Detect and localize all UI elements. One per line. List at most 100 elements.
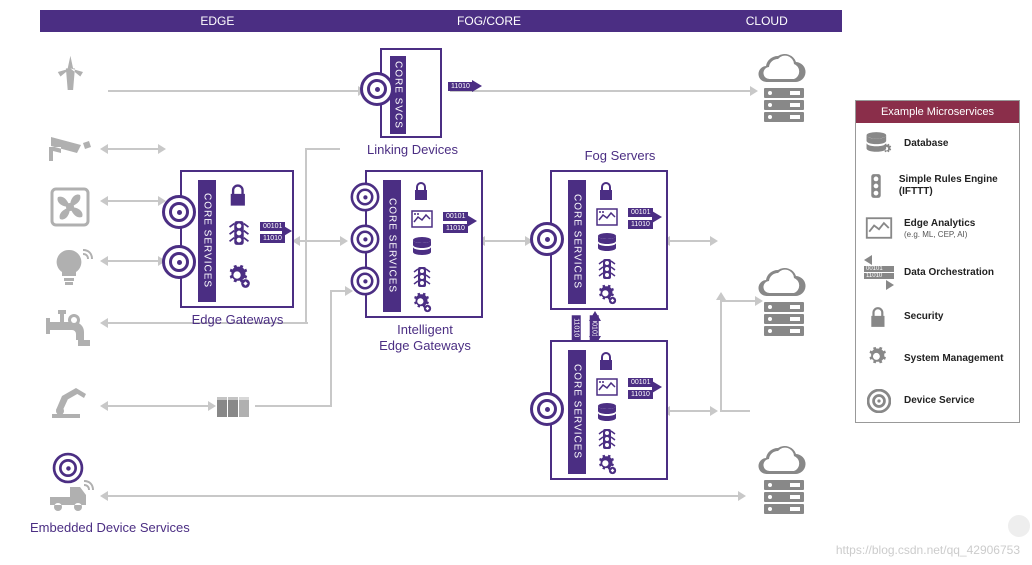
chart-icon (864, 217, 894, 239)
files-icon (215, 395, 251, 424)
gear-icon (864, 346, 894, 372)
bin-badge: 00101 (628, 378, 653, 387)
hdr-edge: EDGE (200, 14, 234, 28)
legend-item: System Management (856, 338, 1019, 380)
conn (255, 405, 330, 407)
core-services-bar: CORE SERVICES (568, 350, 586, 474)
bin-badge: 00101 (443, 212, 468, 221)
watermark-text: https://blog.csdn.net/qq_42906753 (836, 543, 1020, 557)
chart-icon (596, 206, 618, 228)
lock-icon (864, 304, 894, 330)
bulb-icon (40, 240, 100, 294)
device-service-icon (864, 389, 894, 413)
conn (670, 410, 710, 412)
device-service-icon (351, 267, 380, 296)
data-arrow-icon (282, 225, 292, 237)
camera-icon (40, 120, 100, 174)
intelligent-gateways-label-2: Edge Gateways (360, 338, 490, 353)
gear-icon (411, 292, 433, 314)
cloud-server-icon (758, 440, 828, 518)
device-service-icon (351, 183, 380, 212)
wind-turbine-icon (40, 50, 100, 104)
legend-title: Example Microservices (856, 101, 1019, 123)
legend-item: Simple Rules Engine (IFTTT) (856, 165, 1019, 207)
fan-icon (40, 180, 100, 234)
legend-item: 0010111010Data Orchestration (856, 249, 1019, 296)
cloud-server-icon (758, 48, 828, 126)
lock-icon (411, 180, 433, 202)
conn (108, 495, 738, 497)
fog-server-box: CORE SERVICES 00101 11010 (550, 170, 668, 310)
database-icon (864, 131, 894, 157)
data-arrow-icon (652, 381, 662, 393)
legend-panel: Example Microservices Database Simple Ru… (855, 100, 1020, 423)
edge-gateways-label: Edge Gateways (175, 312, 300, 327)
data-arrow-icon (652, 211, 662, 223)
legend-item: Security (856, 296, 1019, 338)
gear-icon (596, 284, 618, 306)
database-icon (411, 236, 433, 258)
bin-badge: 11010 (628, 390, 653, 399)
traffic-icon (596, 428, 618, 450)
conn (108, 90, 358, 92)
data-arrow-icon (589, 311, 601, 321)
conn (108, 260, 158, 262)
lock-icon (596, 180, 618, 202)
bin-badge: 11010 (443, 224, 468, 233)
intelligent-gateways-box: CORE SERVICES 00101 11010 (365, 170, 483, 318)
conn (450, 90, 750, 92)
gear-icon (596, 454, 618, 476)
conn (330, 290, 345, 292)
core-services-bar: CORE SERVICES (383, 180, 401, 312)
linking-devices-label: Linking Devices (355, 142, 470, 157)
gear-icon (226, 264, 252, 290)
data-arrow-icon (472, 80, 482, 92)
tier-header: EDGE FOG/CORE CLOUD (40, 10, 842, 32)
fog-server-box: CORE SERVICES 00101 11010 (550, 340, 668, 480)
chart-icon (411, 208, 433, 230)
device-service-icon (162, 195, 196, 229)
conn (670, 240, 710, 242)
edge-truck-icon (40, 455, 100, 509)
conn (108, 148, 158, 150)
conn (300, 240, 340, 242)
traffic-icon (596, 258, 618, 280)
lock-icon (596, 350, 618, 372)
device-service-icon (530, 222, 564, 256)
edge-gateways-box: CORE SERVICES 00101 11010 (180, 170, 294, 308)
bin-badge: 11010 (448, 82, 473, 91)
legend-item: Database (856, 123, 1019, 165)
database-icon (596, 402, 618, 424)
traffic-icon (226, 220, 252, 246)
legend-item: Edge Analytics(e.g. ML, CEP, AI) (856, 207, 1019, 249)
chart-icon (596, 376, 618, 398)
fog-servers-label: Fog Servers (555, 148, 685, 163)
orchestration-icon: 0010111010 (864, 255, 894, 290)
traffic-icon (864, 173, 889, 199)
conn (720, 300, 755, 302)
conn (108, 405, 208, 407)
core-services-bar: CORE SERVICES (568, 180, 586, 304)
traffic-icon (411, 266, 433, 288)
conn (485, 240, 525, 242)
conn (108, 200, 158, 202)
pipe-meter-icon (40, 300, 100, 354)
database-icon (596, 232, 618, 254)
device-service-icon (351, 225, 380, 254)
device-service-icon (162, 245, 196, 279)
cloud-server-icon (758, 262, 828, 340)
conn (330, 290, 332, 407)
data-arrow-icon (467, 215, 477, 227)
bin-badge: 00101 (628, 208, 653, 217)
conn (305, 148, 307, 324)
bin-badge: 11010 (628, 220, 653, 229)
hdr-cloud: CLOUD (746, 14, 788, 28)
lock-icon (226, 182, 252, 208)
device-service-icon (360, 72, 394, 106)
robot-arm-icon (40, 370, 100, 424)
device-service-icon (530, 392, 564, 426)
intelligent-gateways-label-1: Intelligent (360, 322, 490, 337)
hdr-fog: FOG/CORE (457, 14, 521, 28)
conn (305, 148, 340, 150)
watermark-icon (1008, 515, 1030, 537)
